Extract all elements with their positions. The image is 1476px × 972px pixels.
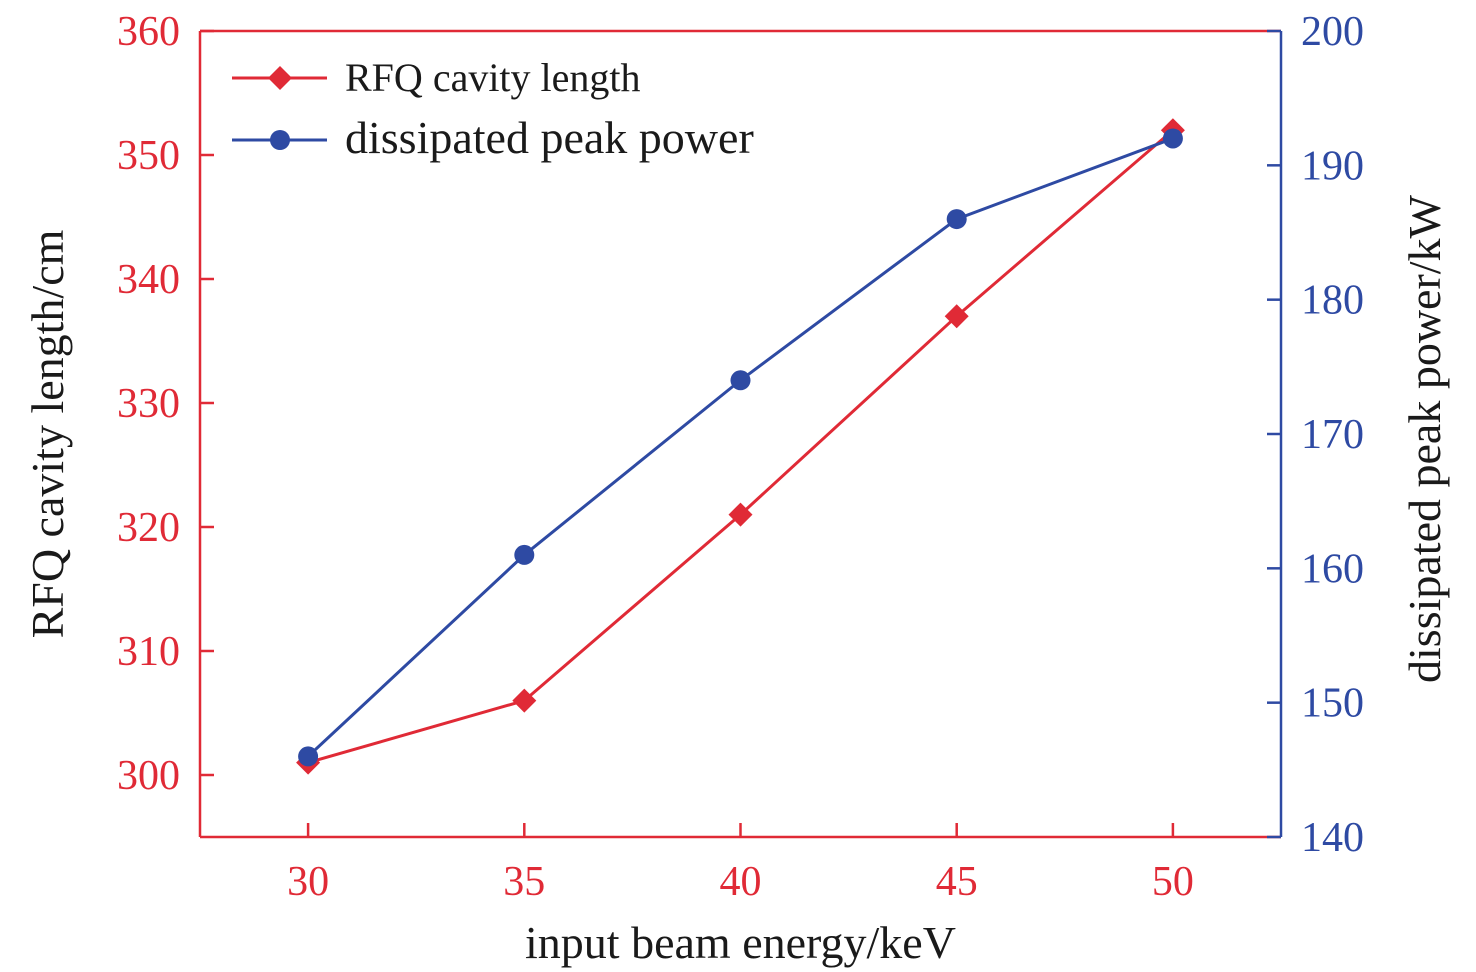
x-tick-label: 30 bbox=[287, 859, 329, 905]
left-y-tick-label: 310 bbox=[117, 629, 180, 675]
right-y-tick-label: 170 bbox=[1301, 412, 1364, 458]
series-2-point bbox=[946, 209, 967, 230]
legend-label-1: RFQ cavity length bbox=[345, 55, 641, 100]
series-2-point bbox=[730, 370, 751, 391]
x-tick-label: 50 bbox=[1152, 859, 1194, 905]
right-y-tick-label: 190 bbox=[1301, 143, 1364, 189]
series-line-2 bbox=[307, 137, 1174, 758]
series-2-point bbox=[514, 544, 535, 565]
series-line-1 bbox=[307, 129, 1174, 765]
series-layer bbox=[296, 118, 1185, 775]
right-y-tick-label: 200 bbox=[1301, 9, 1364, 55]
legend-label-2: dissipated peak power bbox=[345, 112, 754, 163]
x-axis-title: input beam energy/keV bbox=[525, 917, 956, 968]
series-1-point bbox=[728, 502, 753, 527]
x-tick-label: 45 bbox=[936, 859, 978, 905]
left-y-tick-label: 350 bbox=[117, 133, 180, 179]
right-y-tick-label: 140 bbox=[1301, 815, 1364, 861]
x-tick-label: 35 bbox=[503, 859, 545, 905]
left-y-tick-label: 340 bbox=[117, 257, 180, 303]
series-1-point bbox=[512, 688, 537, 713]
left-y-tick-label: 330 bbox=[117, 381, 180, 427]
right-y-tick-label: 180 bbox=[1301, 278, 1364, 324]
left-y-axis-title: RFQ cavity length/cm bbox=[22, 229, 73, 638]
series-2-point bbox=[1162, 128, 1183, 149]
legend-marker-2 bbox=[270, 130, 290, 150]
right-y-tick-label: 160 bbox=[1301, 546, 1364, 592]
legend-marker-1 bbox=[268, 66, 292, 90]
x-tick-label: 40 bbox=[720, 859, 762, 905]
axes-layer: 30 35 40 45 50 300 310 320 330 340 350 360 140 150 160… bbox=[117, 9, 1364, 905]
right-y-axis-title: dissipated peak power/kW bbox=[1399, 194, 1450, 683]
series-2-point bbox=[298, 746, 319, 767]
legend: RFQ cavity length dissipated peak power bbox=[232, 55, 754, 163]
left-y-tick-label: 360 bbox=[117, 9, 180, 55]
left-y-tick-label: 320 bbox=[117, 505, 180, 551]
left-y-tick-label: 300 bbox=[117, 753, 180, 799]
series-1-point bbox=[944, 304, 969, 329]
right-y-tick-label: 150 bbox=[1301, 681, 1364, 727]
